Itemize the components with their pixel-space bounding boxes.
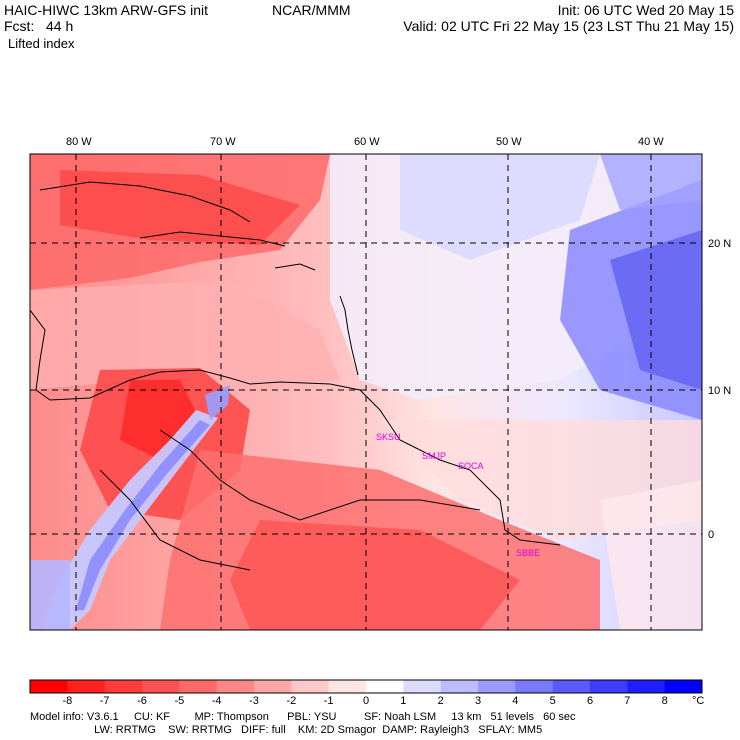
- lon-label: 80 W: [66, 136, 92, 148]
- colorbar-swatch: [328, 680, 367, 693]
- colorbar-frame: [29, 679, 703, 694]
- station-label: SBBE: [516, 548, 540, 558]
- station-label: SOCA: [458, 461, 484, 471]
- valid-time: Valid: 02 UTC Fri 22 May 15 (23 LST Thu …: [403, 18, 734, 34]
- colorbar-tick-label: -8: [62, 695, 72, 707]
- lon-label: 60 W: [354, 136, 380, 148]
- lat-label: 0: [708, 529, 714, 541]
- colorbar-swatch: [216, 680, 255, 693]
- colorbar-tick-label: -7: [100, 695, 110, 707]
- model-info-line1: Model info: V3.6.1 CU: KF MP: Thompson P…: [30, 711, 576, 723]
- colorbar-swatch: [366, 680, 404, 693]
- colorbar-tick-label: 0: [363, 695, 369, 707]
- org-label: NCAR/MMM: [272, 2, 351, 18]
- colorbar-tick-label: -3: [249, 695, 259, 707]
- station-label: SKSU: [376, 432, 401, 442]
- colorbar-swatch: [254, 680, 292, 693]
- colorbar-tick-label: -2: [286, 695, 296, 707]
- lon-label: 50 W: [496, 136, 522, 148]
- colorbar-swatch: [478, 680, 516, 693]
- colorbar-tick-label: -4: [212, 695, 222, 707]
- colorbar-tick-label: -6: [137, 695, 147, 707]
- lat-label: 10 N: [708, 385, 731, 397]
- colorbar-tick-label: 4: [512, 695, 518, 707]
- colorbar-tick-label: 6: [587, 695, 593, 707]
- colorbar-swatch: [291, 680, 330, 693]
- colorbar-swatch: [67, 680, 106, 693]
- lat-label: 20 N: [708, 238, 731, 250]
- field-name: Lifted index: [8, 36, 75, 51]
- colorbar-swatch: [403, 680, 442, 693]
- colorbar-swatch: [179, 680, 218, 693]
- lat-lon-grid: [30, 154, 702, 630]
- colorbar-tick-label: 3: [475, 695, 481, 707]
- lon-label: 40 W: [638, 136, 664, 148]
- model-title: HAIC-HIWC 13km ARW-GFS init: [4, 2, 209, 18]
- colorbar-tick-label: -1: [324, 695, 334, 707]
- forecast-hour: Fcst: 44 h: [4, 18, 74, 34]
- colorbar-tick-label: 1: [400, 695, 406, 707]
- colorbar-swatch: [515, 680, 554, 693]
- colorbar-swatch: [552, 680, 591, 693]
- colorbar-swatch: [30, 680, 68, 693]
- colorbar-tick-label: -5: [174, 695, 184, 707]
- map-frame: [29, 153, 703, 631]
- model-info-line2: LW: RRTMG SW: RRTMG DIFF: full KM: 2D Sm…: [30, 724, 543, 736]
- colorbar-swatch: [440, 680, 479, 693]
- colorbar-swatch: [142, 680, 180, 693]
- colorbar-tick-label: 5: [550, 695, 556, 707]
- colorbar-unit: °C: [692, 695, 704, 707]
- colorbar: -8 -7 -6 -5 -4 -3 -2 -1 0 1 2 3 4 5 6 7 8: [29, 679, 703, 707]
- colorbar-swatch: [590, 680, 628, 693]
- init-time: Init: 06 UTC Wed 20 May 15: [557, 2, 734, 18]
- station-label: SMJP: [422, 451, 446, 461]
- colorbar-swatch: [627, 680, 666, 693]
- coastlines: [30, 181, 561, 571]
- colorbar-tick-label: 8: [662, 695, 668, 707]
- colorbar-swatch: [104, 680, 143, 693]
- colorbar-tick-label: 2: [438, 695, 444, 707]
- colorbar-tick-label: 7: [624, 695, 630, 707]
- colorbar-swatch: [664, 680, 703, 693]
- lon-label: 70 W: [210, 136, 236, 148]
